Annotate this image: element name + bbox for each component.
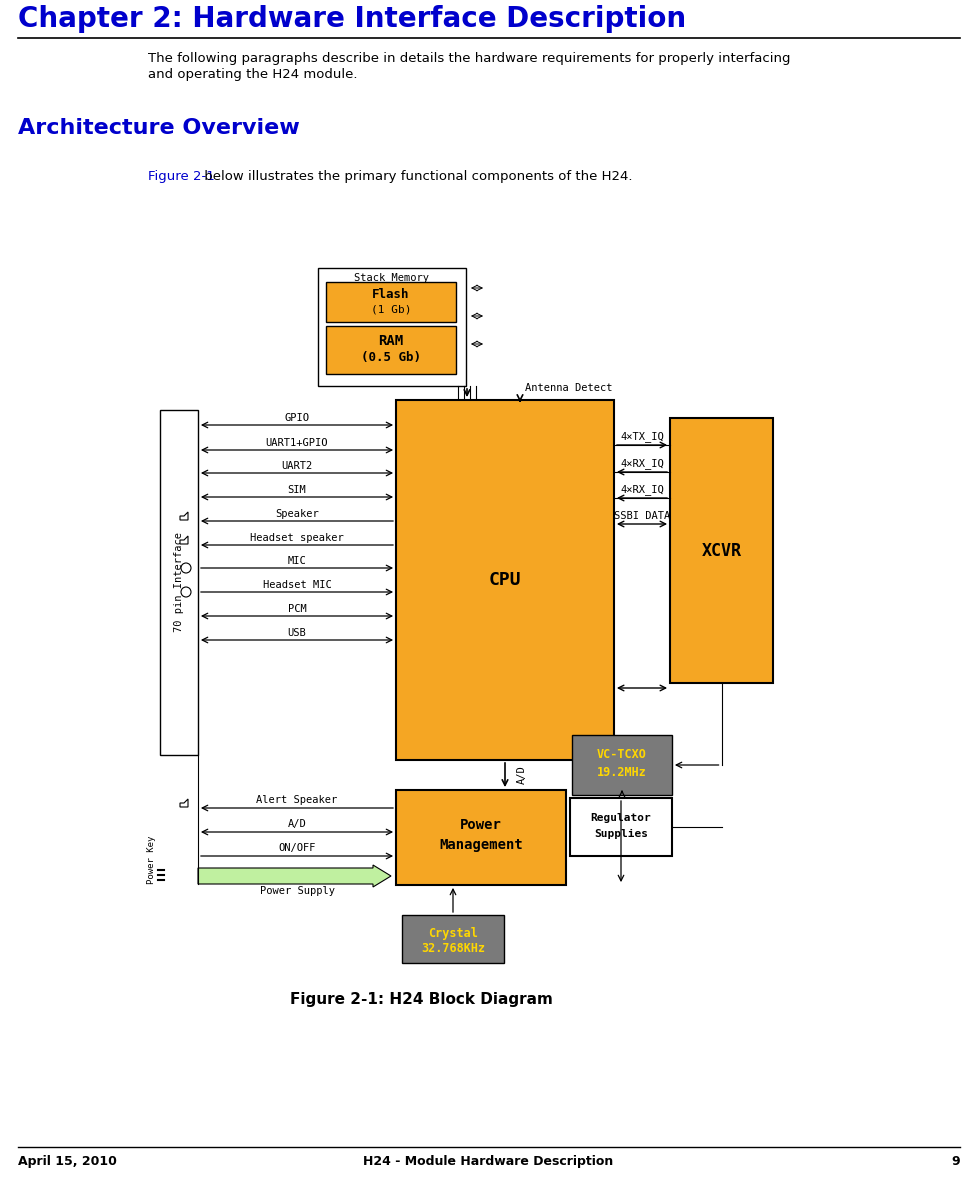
Text: 4×TX_IQ: 4×TX_IQ [620, 432, 664, 443]
Text: RAM: RAM [378, 334, 404, 348]
Text: UART2: UART2 [281, 461, 313, 470]
Bar [326, 326, 456, 373]
Text: 70 pin Interface: 70 pin Interface [174, 533, 184, 632]
Text: Power: Power [460, 818, 502, 832]
Text: Supplies: Supplies [594, 830, 648, 839]
Text: MIC: MIC [287, 555, 307, 566]
Text: Regulator: Regulator [591, 813, 652, 824]
Bar [570, 798, 672, 856]
Text: Alert Speaker: Alert Speaker [256, 795, 338, 806]
Text: UART1+GPIO: UART1+GPIO [266, 438, 328, 448]
Text: 32.768KHz: 32.768KHz [421, 942, 485, 955]
Polygon shape [180, 512, 188, 519]
Text: A/D: A/D [517, 766, 527, 784]
Text: Headset speaker: Headset speaker [250, 533, 344, 543]
Text: ON/OFF: ON/OFF [278, 843, 316, 853]
Polygon shape [180, 800, 188, 807]
Text: Speaker: Speaker [276, 509, 319, 519]
Text: Figure 2-1: Figure 2-1 [148, 170, 215, 183]
Text: The following paragraphs describe in details the hardware requirements for prope: The following paragraphs describe in det… [148, 51, 790, 65]
Text: Power Supply: Power Supply [260, 886, 334, 897]
Text: April 15, 2010: April 15, 2010 [18, 1155, 117, 1168]
Text: Crystal: Crystal [428, 926, 478, 940]
Text: Architecture Overview: Architecture Overview [18, 119, 300, 138]
Circle shape [181, 587, 191, 597]
Text: USB: USB [287, 628, 307, 638]
Bar [160, 411, 198, 755]
Text: GPIO: GPIO [284, 413, 310, 423]
Text: Stack Memory: Stack Memory [355, 273, 430, 282]
Text: Chapter 2: Hardware Interface Description: Chapter 2: Hardware Interface Descriptio… [18, 5, 686, 34]
FancyArrow shape [198, 865, 391, 887]
Text: 19.2MHz: 19.2MHz [597, 766, 647, 779]
Text: (0.5 Gb): (0.5 Gb) [361, 352, 421, 365]
Bar [396, 400, 614, 760]
Text: Headset MIC: Headset MIC [263, 581, 331, 590]
Polygon shape [180, 536, 188, 543]
Text: CPU: CPU [488, 571, 522, 589]
Text: 4×RX_IQ: 4×RX_IQ [620, 458, 664, 469]
Text: Power Key: Power Key [148, 836, 156, 885]
Circle shape [181, 563, 191, 573]
Text: 9: 9 [952, 1155, 960, 1168]
Text: A/D: A/D [287, 819, 307, 830]
Text: (1 Gb): (1 Gb) [370, 304, 411, 314]
Bar [318, 268, 466, 385]
Text: 4×RX_IQ: 4×RX_IQ [620, 485, 664, 496]
Text: XCVR: XCVR [701, 541, 742, 559]
Text: below illustrates the primary functional components of the H24.: below illustrates the primary functional… [200, 170, 632, 183]
Text: SSBI DATA: SSBI DATA [614, 511, 670, 521]
Text: SIM: SIM [287, 485, 307, 496]
Text: PCM: PCM [287, 604, 307, 614]
Bar [572, 735, 672, 795]
Text: H24 - Module Hardware Description: H24 - Module Hardware Description [362, 1155, 614, 1168]
Text: Antenna Detect: Antenna Detect [525, 383, 613, 393]
Text: Management: Management [439, 838, 523, 852]
Bar [670, 418, 773, 683]
Text: VC-TCXO: VC-TCXO [597, 748, 647, 761]
Text: and operating the H24 module.: and operating the H24 module. [148, 68, 358, 81]
Text: Figure 2-1: H24 Block Diagram: Figure 2-1: H24 Block Diagram [290, 992, 553, 1007]
Bar [396, 790, 566, 885]
Bar [326, 282, 456, 322]
Bar [402, 915, 504, 964]
Text: Flash: Flash [372, 288, 409, 302]
